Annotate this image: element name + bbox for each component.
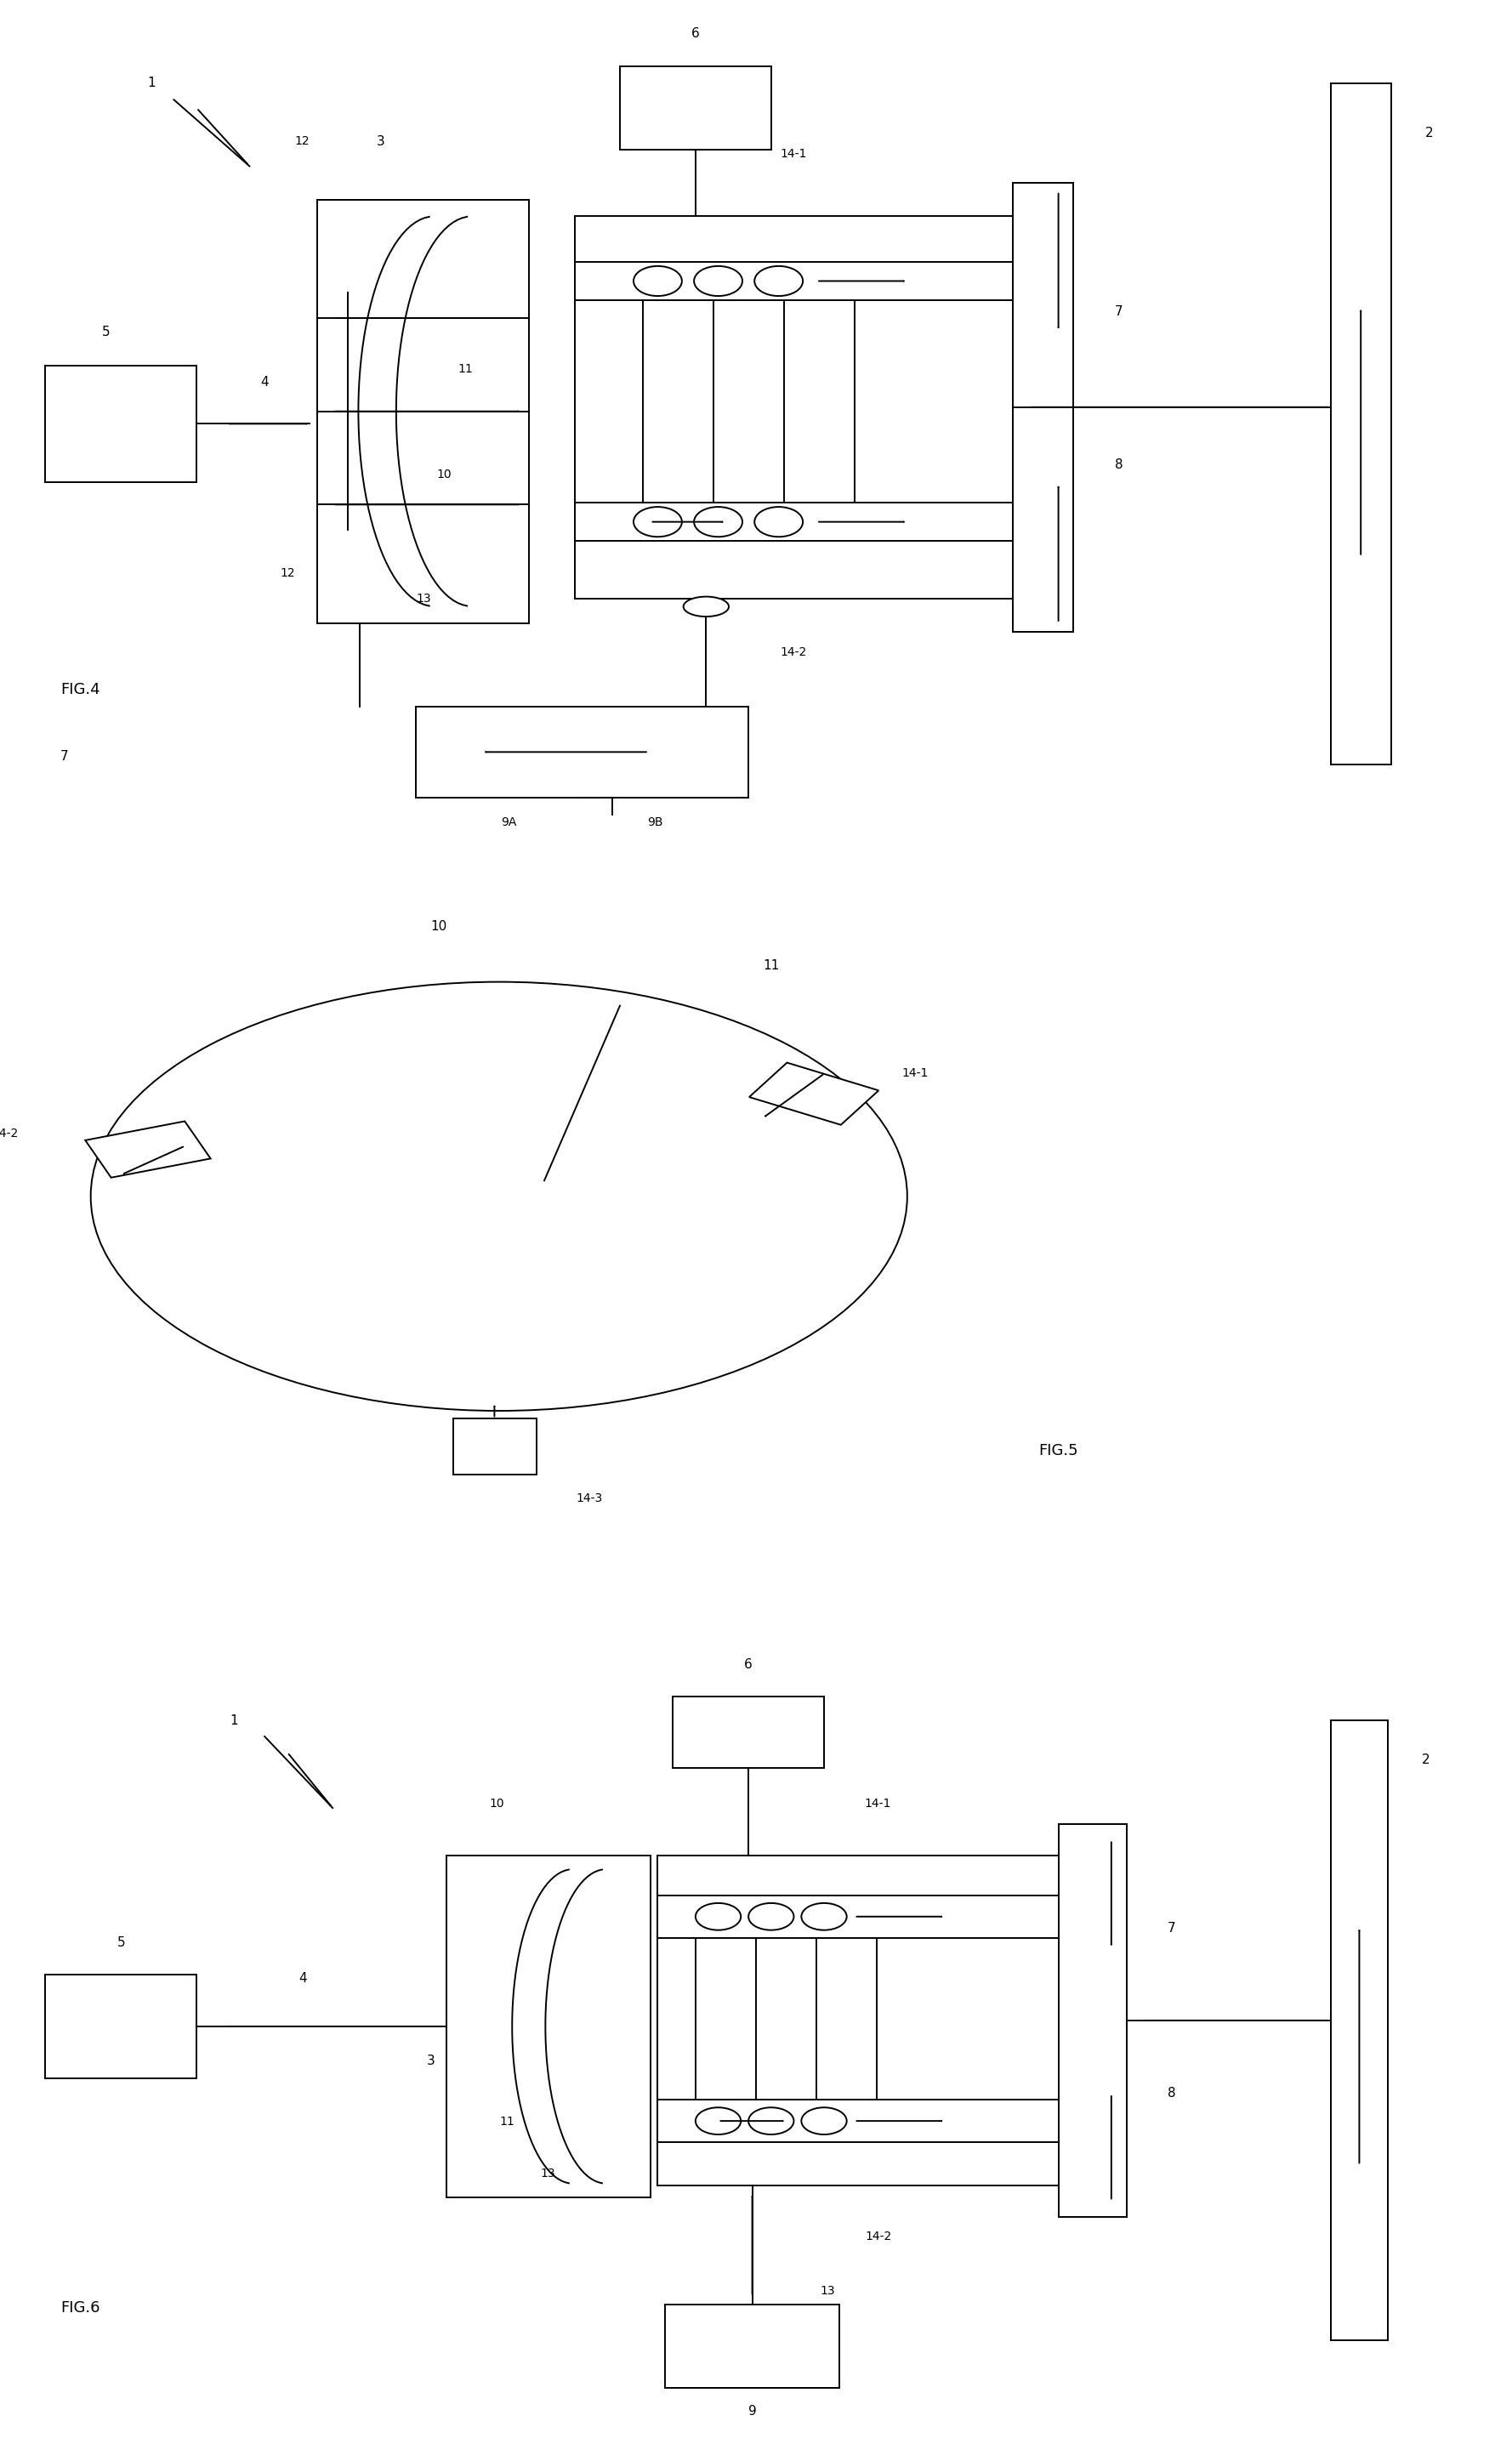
Text: 14-1: 14-1: [865, 1799, 892, 1811]
Text: 8: 8: [1114, 457, 1123, 472]
Text: 14-2: 14-2: [780, 645, 807, 657]
Ellipse shape: [696, 1904, 741, 1931]
Text: 3: 3: [376, 134, 386, 147]
Bar: [665, 2305, 839, 2388]
Text: 9B: 9B: [647, 816, 664, 829]
Bar: [446, 1855, 650, 2197]
Text: 9A: 9A: [500, 816, 517, 829]
Text: 12: 12: [280, 567, 295, 579]
Bar: [750, 1063, 878, 1124]
Text: 1: 1: [147, 76, 156, 90]
Text: 12: 12: [295, 134, 310, 147]
Bar: [620, 66, 771, 149]
Ellipse shape: [694, 506, 742, 538]
Text: 6: 6: [744, 1659, 753, 1672]
Text: 5: 5: [116, 1936, 125, 1950]
Bar: [658, 1855, 1058, 2185]
Ellipse shape: [694, 266, 742, 296]
Ellipse shape: [683, 596, 729, 616]
Bar: [575, 215, 1013, 599]
Text: 14-1: 14-1: [780, 147, 807, 159]
Circle shape: [91, 982, 907, 1410]
Text: 10: 10: [490, 1799, 505, 1811]
Text: 5: 5: [101, 325, 110, 340]
Ellipse shape: [801, 2107, 847, 2134]
Text: 8: 8: [1167, 2087, 1176, 2099]
Text: 14-3: 14-3: [576, 1493, 603, 1503]
Ellipse shape: [754, 266, 803, 296]
Bar: [85, 1122, 210, 1178]
Text: FIG.6: FIG.6: [60, 2300, 100, 2317]
Text: 7: 7: [1167, 1921, 1176, 1936]
Bar: [416, 706, 748, 797]
Text: FIG.4: FIG.4: [60, 682, 100, 697]
Ellipse shape: [696, 2107, 741, 2134]
Text: 7: 7: [1114, 306, 1123, 318]
Ellipse shape: [634, 266, 682, 296]
Text: 11: 11: [764, 960, 779, 973]
Text: 10: 10: [431, 919, 446, 934]
Ellipse shape: [748, 1904, 794, 1931]
Text: 11: 11: [458, 364, 473, 374]
Bar: [1331, 1721, 1388, 2341]
Text: 13: 13: [821, 2285, 835, 2297]
Text: 4: 4: [260, 376, 269, 389]
Ellipse shape: [634, 506, 682, 538]
Text: 2: 2: [1421, 1755, 1430, 1767]
Bar: [45, 1975, 197, 2077]
Ellipse shape: [754, 506, 803, 538]
Text: 14-2: 14-2: [0, 1129, 18, 1139]
Text: 4: 4: [298, 1972, 307, 1985]
Text: 13: 13: [416, 591, 431, 604]
Text: 1: 1: [230, 1713, 239, 1728]
Text: 11: 11: [500, 2117, 514, 2129]
Text: 6: 6: [691, 27, 700, 39]
Text: 2: 2: [1424, 127, 1433, 139]
Bar: [45, 367, 197, 481]
Text: 9: 9: [748, 2405, 756, 2417]
Bar: [1331, 83, 1391, 765]
Ellipse shape: [801, 1904, 847, 1931]
Text: 13: 13: [541, 2168, 555, 2180]
Bar: [454, 1418, 537, 1474]
Bar: [318, 200, 529, 623]
Text: 14-2: 14-2: [865, 2231, 892, 2244]
Ellipse shape: [748, 2107, 794, 2134]
Text: FIG.5: FIG.5: [1039, 1442, 1078, 1459]
Bar: [673, 1696, 824, 1769]
Text: 14-1: 14-1: [903, 1068, 928, 1080]
Text: 10: 10: [437, 469, 452, 481]
Text: 7: 7: [60, 750, 68, 763]
Text: 3: 3: [426, 2053, 435, 2068]
